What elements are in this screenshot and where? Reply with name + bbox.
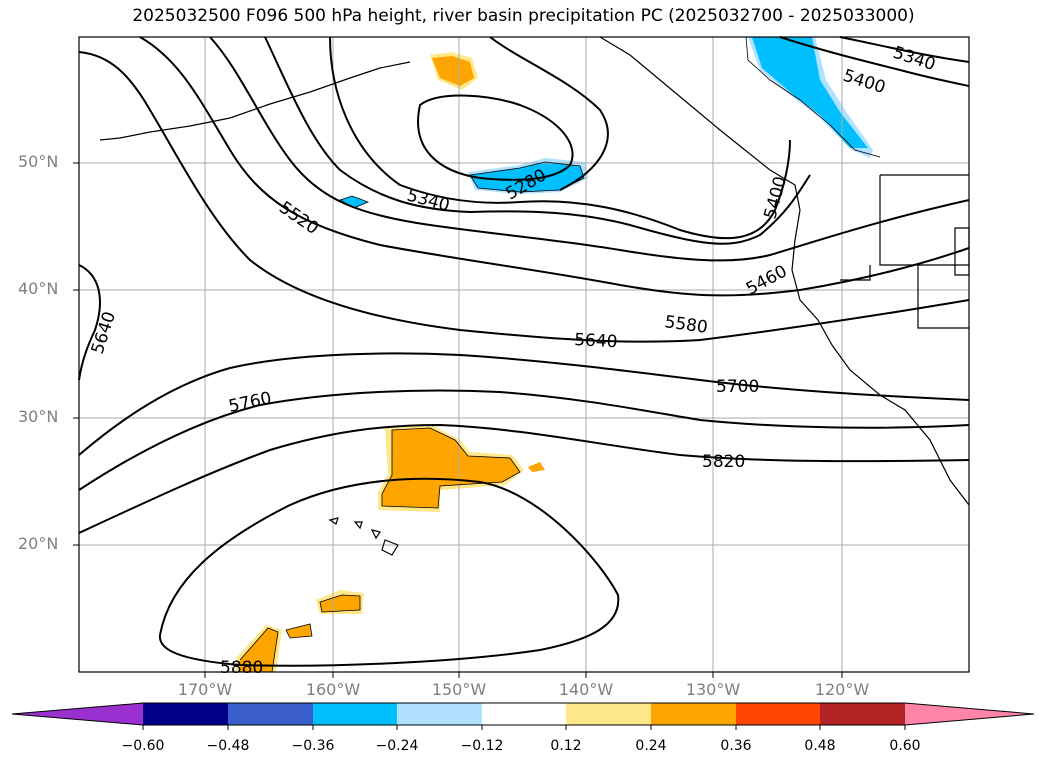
contour-label: 5580	[663, 312, 709, 338]
axis-ticks	[73, 162, 843, 678]
contour-label: 5820	[702, 452, 745, 472]
colorbar-swatch	[651, 703, 736, 725]
colorbar-tick-label: 0.60	[889, 738, 921, 754]
contour-label: 5640	[88, 309, 120, 356]
colorbar-swatch	[313, 703, 397, 725]
lon-label: 120°W	[814, 680, 870, 699]
colorbar-swatch	[482, 703, 566, 725]
colorbar-swatch	[820, 703, 905, 725]
colorbar-swatch	[566, 703, 651, 725]
coastlines	[99, 36, 970, 556]
colorbar-tick-label: −0.36	[291, 738, 335, 754]
contour-label: 5400	[761, 174, 792, 221]
colorbar-tick-label: 0.48	[804, 738, 836, 754]
colorbar-tick-label: −0.60	[121, 738, 165, 754]
contour-label: 5880	[220, 658, 263, 678]
contour-label: 5340	[405, 186, 452, 217]
lat-label: 40°N	[18, 279, 59, 298]
lat-label: 20°N	[18, 534, 59, 553]
lat-label: 30°N	[18, 407, 59, 426]
contour-label: 5700	[716, 377, 759, 397]
colorbar-tick-label: −0.48	[206, 738, 250, 754]
map-title: 2025032500 F096 500 hPa height, river ba…	[132, 6, 915, 26]
contour-label-group: 5340 5400 5280 5340 5520 5400 5460 5640 …	[88, 43, 938, 678]
colorbar-swatch	[12, 703, 143, 725]
colorbar-tick-label: −0.24	[375, 738, 419, 754]
colorbar-swatch	[736, 703, 820, 725]
graticule	[79, 37, 969, 672]
lon-label: 140°W	[558, 680, 614, 699]
colorbar-tick-label: 0.36	[720, 738, 752, 754]
colorbar-swatch	[397, 703, 482, 725]
contour-label: 5520	[275, 198, 322, 239]
colorbar	[11, 702, 1035, 730]
colorbar-swatch	[228, 703, 313, 725]
colorbar-tick-label: −0.12	[460, 738, 504, 754]
lon-label: 150°W	[431, 680, 487, 699]
colorbar-swatch	[905, 703, 1034, 725]
colorbar-tick-label: 0.24	[635, 738, 667, 754]
colorbar-tick-label: 0.12	[550, 738, 582, 754]
map-frame	[78, 36, 970, 673]
contour-label: 5400	[840, 66, 887, 98]
contour-label: 5760	[227, 388, 273, 417]
lon-label: 130°W	[685, 680, 741, 699]
lon-label: 160°W	[305, 680, 361, 699]
height-contours	[78, 36, 970, 667]
lat-label: 50°N	[18, 152, 59, 171]
precip-outlines	[239, 36, 881, 673]
colorbar-swatch	[143, 703, 228, 725]
lon-label: 170°W	[177, 680, 233, 699]
contour-label: 5640	[574, 330, 618, 352]
